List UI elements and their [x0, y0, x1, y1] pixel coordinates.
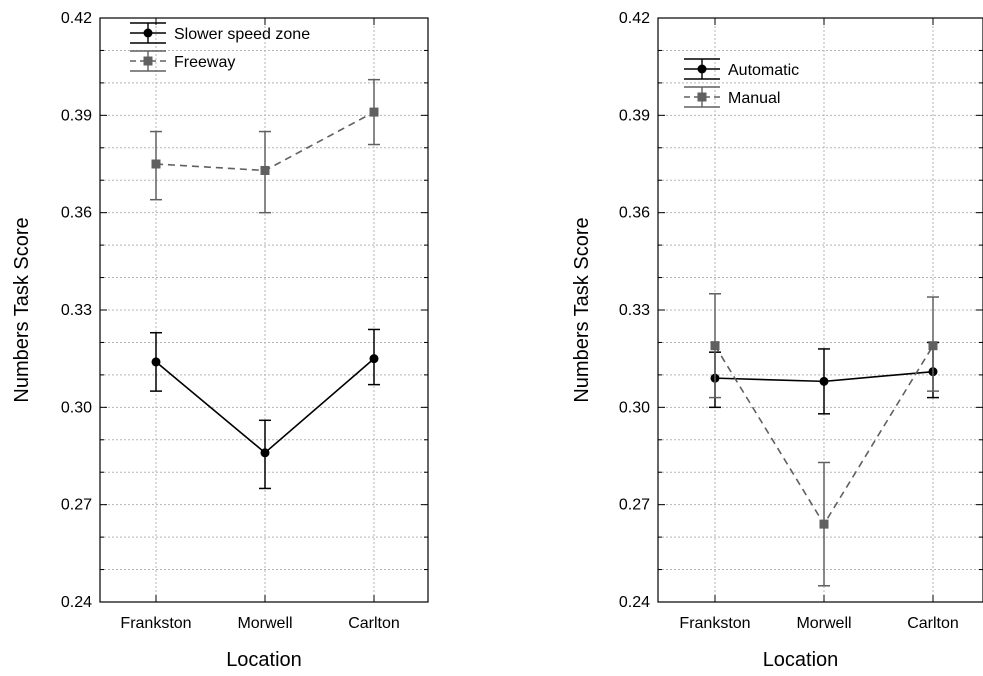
data-point — [819, 519, 829, 529]
data-point — [151, 159, 161, 169]
chart-2: 0.24 0.27 0.30 0.33 0.36 0.39 0.42 Frankston Mor… — [571, 10, 983, 671]
legend: Slower speed zone Freeway — [130, 22, 310, 72]
series-2 — [150, 78, 380, 214]
data-point — [819, 376, 829, 386]
legend-marker — [697, 64, 707, 74]
legend-marker — [143, 56, 153, 66]
legend: Automatic Manual — [684, 58, 799, 108]
chart-1: 0.24 0.27 0.30 0.33 0.36 0.39 0.42 Frankston Mor… — [11, 10, 429, 671]
gridlines — [100, 17, 428, 603]
y-tick-label: 0.27 — [61, 497, 92, 514]
data-point — [151, 357, 161, 367]
legend-label: Automatic — [728, 62, 799, 79]
data-point — [260, 165, 270, 175]
data-point — [928, 341, 938, 351]
legend-label: Slower speed zone — [174, 26, 310, 43]
y-tick-label: 0.36 — [619, 205, 650, 222]
series-2 — [709, 293, 939, 587]
y-axis-title: Numbers Task Score — [11, 217, 33, 402]
data-point — [369, 107, 379, 117]
x-tick-label: Carlton — [907, 615, 959, 632]
y-axis: 0.24 0.27 0.30 0.33 0.36 0.39 0.42 — [61, 10, 428, 611]
y-tick-label: 0.30 — [61, 399, 92, 416]
y-tick-label: 0.30 — [619, 399, 650, 416]
x-tick-label: Frankston — [679, 615, 750, 632]
x-tick-label: Morwell — [796, 615, 851, 632]
legend-marker — [697, 92, 707, 102]
x-axis-title: Location — [226, 649, 302, 671]
y-tick-label: 0.27 — [619, 497, 650, 514]
data-point — [260, 448, 270, 458]
y-tick-label: 0.39 — [619, 107, 650, 124]
y-tick-label: 0.36 — [61, 205, 92, 222]
legend-marker — [143, 28, 153, 38]
y-tick-label: 0.39 — [61, 107, 92, 124]
x-tick-label: Carlton — [348, 615, 400, 632]
gridlines — [658, 17, 983, 603]
series-1 — [150, 328, 380, 490]
x-axis: Frankston Morwell Carlton — [679, 18, 959, 632]
x-tick-label: Frankston — [120, 615, 191, 632]
data-point — [710, 341, 720, 351]
y-tick-label: 0.33 — [619, 302, 650, 319]
y-tick-label: 0.24 — [619, 594, 650, 611]
legend-label: Manual — [728, 90, 780, 107]
x-axis-title: Location — [763, 649, 839, 671]
x-axis: Frankston Morwell Carlton — [120, 18, 400, 632]
series-1 — [709, 341, 939, 415]
x-tick-label: Morwell — [237, 615, 292, 632]
y-axis-title: Numbers Task Score — [571, 217, 593, 402]
y-tick-label: 0.33 — [61, 302, 92, 319]
y-tick-label: 0.24 — [61, 594, 92, 611]
legend-label: Freeway — [174, 54, 235, 71]
data-point — [369, 354, 379, 364]
y-axis: 0.24 0.27 0.30 0.33 0.36 0.39 0.42 — [619, 10, 983, 611]
y-tick-label: 0.42 — [619, 10, 650, 27]
y-tick-label: 0.42 — [61, 10, 92, 27]
